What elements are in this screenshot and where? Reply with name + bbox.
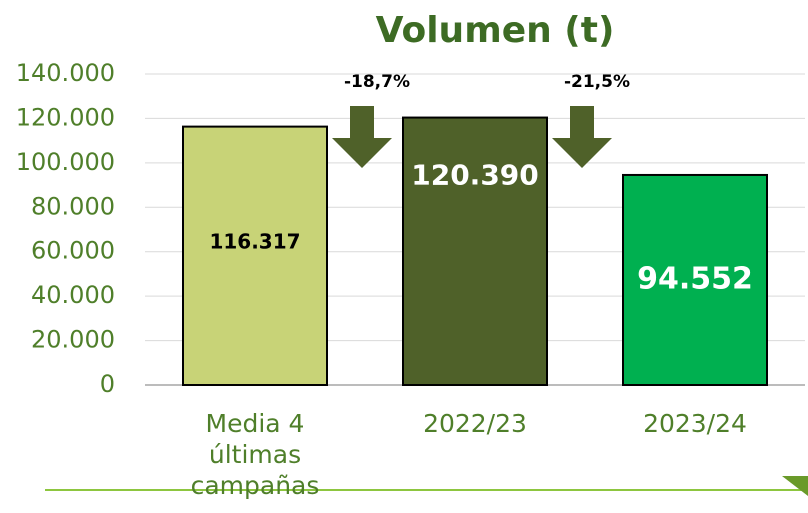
bar bbox=[402, 116, 548, 386]
data-label: 94.552 bbox=[637, 261, 753, 296]
x-tick-label: Media 4 últimas campañas bbox=[190, 409, 320, 500]
y-tick-label: 80.000 bbox=[31, 192, 115, 220]
y-tick-label: 40.000 bbox=[31, 281, 115, 309]
x-tick-label: 2023/24 bbox=[643, 409, 747, 438]
y-tick-label: 120.000 bbox=[16, 103, 115, 131]
bar bbox=[622, 173, 768, 386]
arrow bbox=[332, 106, 392, 168]
bar bbox=[182, 125, 328, 386]
chart-title: Volumen (t) bbox=[376, 10, 615, 51]
annotation: -18,7% bbox=[344, 72, 410, 92]
data-label: 120.390 bbox=[411, 158, 539, 191]
annotation: -21,5% bbox=[564, 72, 630, 92]
y-tick-label: 20.000 bbox=[31, 326, 115, 354]
x-tick-label: 2022/23 bbox=[423, 409, 527, 438]
y-tick-label: 140.000 bbox=[16, 59, 115, 87]
arrow bbox=[552, 106, 612, 168]
y-tick-label: 60.000 bbox=[31, 237, 115, 265]
corner-decoration bbox=[782, 476, 808, 496]
y-tick-label: 0 bbox=[100, 370, 115, 398]
y-tick-label: 100.000 bbox=[16, 148, 115, 176]
data-label: 116.317 bbox=[209, 229, 300, 253]
